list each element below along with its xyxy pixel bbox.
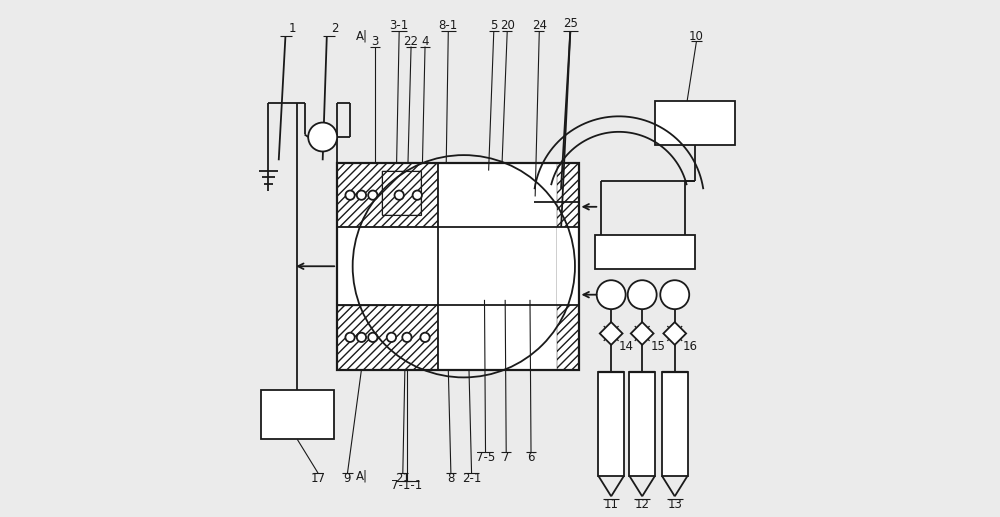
Polygon shape: [600, 322, 623, 345]
Circle shape: [368, 190, 377, 200]
Text: 2-1: 2-1: [462, 472, 481, 485]
Polygon shape: [663, 322, 686, 345]
Bar: [261, 390, 334, 439]
Circle shape: [413, 190, 422, 200]
Text: 6: 6: [527, 451, 535, 464]
Bar: [382, 171, 421, 215]
Circle shape: [308, 123, 337, 151]
Circle shape: [628, 280, 657, 309]
Circle shape: [357, 190, 366, 200]
Circle shape: [597, 280, 626, 309]
Bar: [382, 171, 421, 215]
Text: 12: 12: [635, 497, 650, 511]
Bar: [337, 163, 438, 227]
Bar: [438, 163, 579, 370]
Text: 10: 10: [689, 29, 704, 43]
Text: 16: 16: [683, 340, 698, 353]
Circle shape: [420, 333, 430, 342]
Text: 8: 8: [447, 472, 455, 485]
Polygon shape: [631, 322, 654, 345]
Text: 9: 9: [344, 472, 351, 485]
Text: 7-1-1: 7-1-1: [391, 479, 423, 493]
Text: 14: 14: [619, 340, 634, 353]
Bar: [557, 227, 579, 305]
Text: 7-5: 7-5: [476, 451, 495, 464]
Circle shape: [660, 280, 689, 309]
Bar: [337, 163, 579, 370]
Text: 4: 4: [421, 35, 429, 48]
Text: 1: 1: [288, 22, 296, 35]
Text: 8-1: 8-1: [439, 19, 458, 33]
Text: 7: 7: [502, 451, 510, 464]
Text: 13: 13: [667, 497, 682, 511]
Text: 3: 3: [371, 35, 379, 48]
Bar: [337, 227, 579, 305]
Bar: [337, 305, 579, 370]
Circle shape: [357, 333, 366, 342]
Text: A|: A|: [355, 29, 367, 43]
Bar: [662, 372, 688, 476]
Text: 15: 15: [650, 340, 665, 353]
Text: 22: 22: [404, 35, 419, 48]
Bar: [557, 163, 579, 370]
Text: 11: 11: [604, 497, 619, 511]
Bar: [629, 372, 655, 476]
Text: 17: 17: [311, 472, 326, 485]
Circle shape: [368, 333, 377, 342]
Bar: [595, 235, 695, 269]
Circle shape: [387, 333, 396, 342]
Text: 5: 5: [490, 19, 497, 33]
Bar: [337, 305, 438, 370]
Circle shape: [345, 190, 355, 200]
Text: 25: 25: [563, 17, 578, 30]
Circle shape: [402, 333, 412, 342]
Text: 2: 2: [331, 22, 338, 35]
Circle shape: [395, 190, 404, 200]
Circle shape: [345, 333, 355, 342]
Text: 24: 24: [532, 19, 547, 33]
Text: A|: A|: [355, 469, 367, 482]
Bar: [598, 372, 624, 476]
Text: 21: 21: [395, 472, 410, 485]
Text: 3-1: 3-1: [390, 19, 409, 33]
Text: 20: 20: [500, 19, 515, 33]
Bar: [337, 163, 579, 227]
Bar: [655, 101, 735, 145]
